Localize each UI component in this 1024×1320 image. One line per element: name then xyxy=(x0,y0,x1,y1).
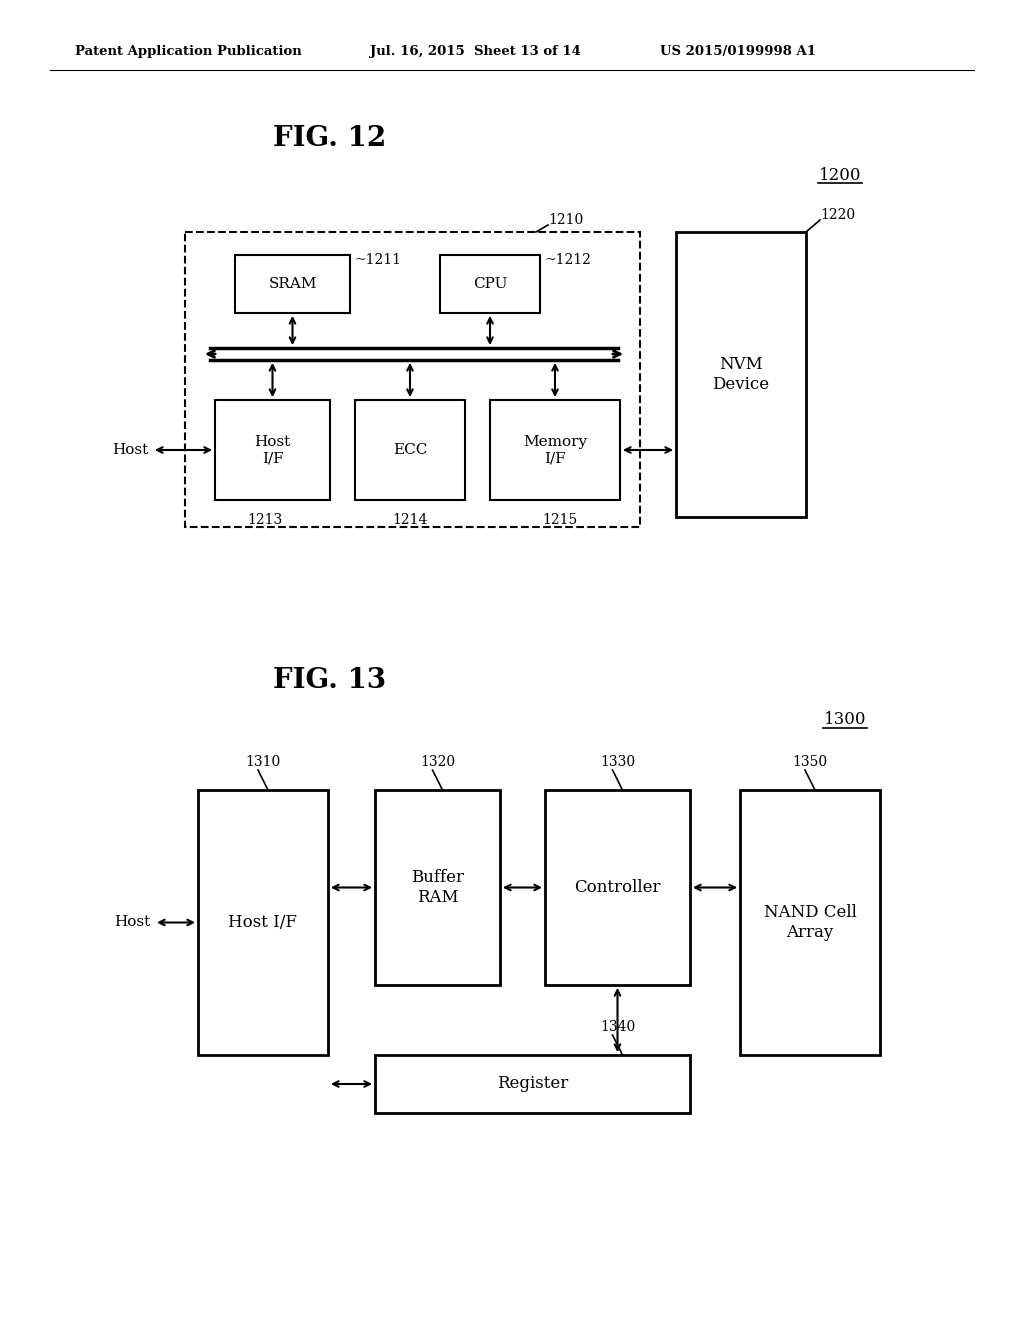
Text: Memory
I/F: Memory I/F xyxy=(523,434,587,465)
Text: NAND Cell
Array: NAND Cell Array xyxy=(764,904,856,941)
Text: NVM
Device: NVM Device xyxy=(713,356,770,393)
Text: Host: Host xyxy=(114,916,150,929)
Text: 1210: 1210 xyxy=(548,213,584,227)
Bar xyxy=(215,400,330,500)
Text: ECC: ECC xyxy=(393,444,427,457)
Text: 1340: 1340 xyxy=(600,1020,635,1034)
Text: ~1212: ~1212 xyxy=(544,253,591,267)
Text: FIG. 12: FIG. 12 xyxy=(273,124,387,152)
Text: 1213: 1213 xyxy=(247,513,283,527)
Bar xyxy=(440,255,540,313)
Text: Jul. 16, 2015  Sheet 13 of 14: Jul. 16, 2015 Sheet 13 of 14 xyxy=(370,45,581,58)
Text: FIG. 13: FIG. 13 xyxy=(273,667,387,693)
Text: Register: Register xyxy=(497,1076,568,1093)
Text: 1310: 1310 xyxy=(246,755,281,770)
Text: SRAM: SRAM xyxy=(268,277,316,290)
Text: 1330: 1330 xyxy=(600,755,635,770)
Bar xyxy=(676,232,806,517)
Text: Controller: Controller xyxy=(574,879,660,896)
Bar xyxy=(490,400,620,500)
Text: 1350: 1350 xyxy=(793,755,827,770)
Text: ~1211: ~1211 xyxy=(354,253,401,267)
Text: CPU: CPU xyxy=(473,277,507,290)
Text: 1300: 1300 xyxy=(823,711,866,729)
Bar xyxy=(355,400,465,500)
Text: 1215: 1215 xyxy=(543,513,578,527)
Text: 1320: 1320 xyxy=(420,755,455,770)
Text: Patent Application Publication: Patent Application Publication xyxy=(75,45,302,58)
Text: Buffer
RAM: Buffer RAM xyxy=(411,869,464,906)
Bar xyxy=(545,789,690,985)
Text: US 2015/0199998 A1: US 2015/0199998 A1 xyxy=(660,45,816,58)
Text: Host I/F: Host I/F xyxy=(228,913,298,931)
Bar xyxy=(740,789,880,1055)
Bar xyxy=(185,232,640,527)
Text: Host
I/F: Host I/F xyxy=(254,434,291,465)
Bar xyxy=(234,255,350,313)
Text: 1220: 1220 xyxy=(820,209,855,222)
Bar xyxy=(375,789,500,985)
Text: 1214: 1214 xyxy=(392,513,428,527)
Text: Host: Host xyxy=(112,444,148,457)
Bar xyxy=(198,789,328,1055)
Bar xyxy=(375,1055,690,1113)
Text: 1200: 1200 xyxy=(819,166,861,183)
